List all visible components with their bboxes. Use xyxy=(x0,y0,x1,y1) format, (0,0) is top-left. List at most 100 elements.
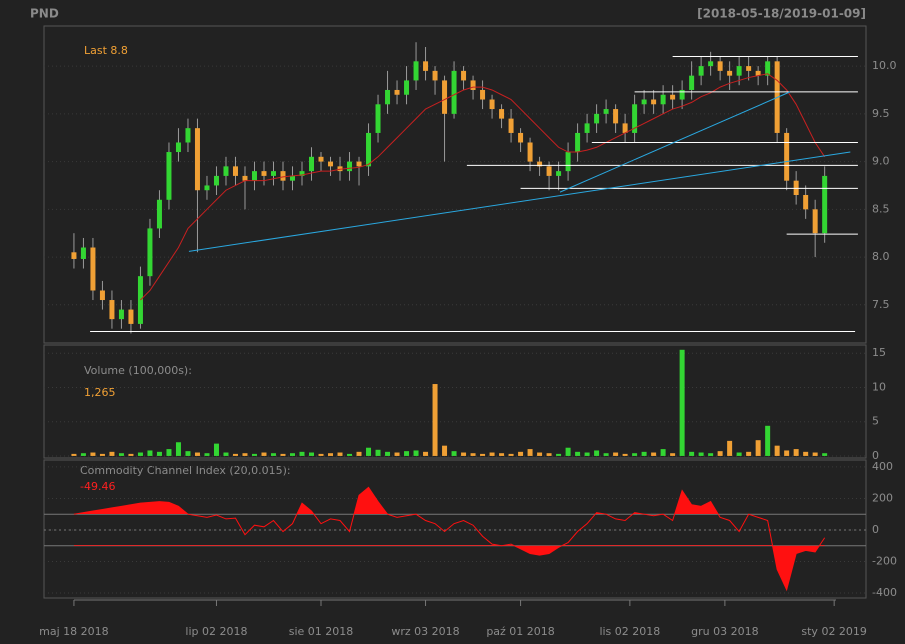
x-tick-label: sie 01 2018 xyxy=(289,625,354,638)
y-tick-label: -200 xyxy=(872,554,897,567)
candle-body xyxy=(261,171,267,176)
volume-bar xyxy=(147,450,153,456)
x-tick-label: sty 02 2019 xyxy=(801,625,867,638)
volume-bar xyxy=(166,449,172,456)
candle-body xyxy=(223,166,229,176)
volume-bar xyxy=(318,453,324,456)
volume-bar xyxy=(518,451,524,456)
volume-bar xyxy=(137,452,143,456)
y-tick-label: 200 xyxy=(872,491,893,504)
candle-body xyxy=(109,300,115,320)
candle-body xyxy=(499,109,505,119)
volume-bar xyxy=(366,447,372,456)
volume-bar xyxy=(128,453,134,456)
volume-bar xyxy=(385,451,391,456)
candle-body xyxy=(622,123,628,133)
x-tick-label: lip 02 2018 xyxy=(185,625,247,638)
candle-body xyxy=(822,175,828,234)
y-tick-label: 5 xyxy=(872,415,879,428)
volume-last: 1,265 xyxy=(84,386,116,399)
volume-bar xyxy=(423,451,429,456)
candle-body xyxy=(613,109,619,124)
candle-body xyxy=(99,290,105,301)
candle-body xyxy=(213,175,219,186)
volume-bar xyxy=(499,453,505,456)
candle-body xyxy=(803,195,809,210)
x-tick-label: wrz 03 2018 xyxy=(391,625,459,638)
candle-body xyxy=(423,61,429,71)
candle-body xyxy=(251,171,257,181)
volume-bar xyxy=(603,453,609,456)
volume-bar xyxy=(270,453,276,456)
candle-body xyxy=(784,132,790,181)
volume-bar xyxy=(71,453,77,456)
candle-body xyxy=(679,89,685,100)
volume-bar xyxy=(223,452,229,456)
volume-bar xyxy=(670,453,676,456)
volume-bar xyxy=(822,453,828,456)
volume-bar xyxy=(717,451,723,456)
candle-body xyxy=(508,118,514,133)
volume-bar xyxy=(337,452,343,456)
candle-body xyxy=(708,61,714,67)
candle-body xyxy=(166,152,172,200)
candle-body xyxy=(194,128,200,191)
candle-body xyxy=(309,156,315,172)
volume-bar xyxy=(175,442,181,456)
volume-bar xyxy=(299,451,305,456)
candle-body xyxy=(584,123,590,133)
volume-bar xyxy=(347,453,353,456)
candle-body xyxy=(90,247,96,291)
volume-bar xyxy=(594,450,600,456)
cci-last: -49.46 xyxy=(80,480,115,493)
candle-body xyxy=(147,228,153,277)
volume-bar xyxy=(404,451,410,456)
candle-body xyxy=(736,66,742,76)
candle-body xyxy=(727,70,733,76)
volume-bar xyxy=(99,453,105,456)
volume-bar xyxy=(784,450,790,456)
volume-bar xyxy=(537,452,543,456)
candle-body xyxy=(765,61,771,76)
volume-bar xyxy=(451,451,457,456)
candle-body xyxy=(480,89,486,100)
volume-bar xyxy=(812,452,818,456)
volume-bar xyxy=(765,425,771,456)
volume-bar xyxy=(461,452,467,456)
candle-body xyxy=(461,70,467,81)
candle-body xyxy=(755,70,761,76)
x-tick-label: maj 18 2018 xyxy=(39,625,109,638)
y-tick-label: 10 xyxy=(872,380,886,393)
y-tick-label: 9.5 xyxy=(872,107,890,120)
volume-bar xyxy=(432,384,438,456)
cci-panel xyxy=(43,459,867,599)
volume-bar xyxy=(80,453,86,456)
date-range: [2018-05-18/2019-01-09] xyxy=(697,7,866,21)
volume-bar xyxy=(651,452,657,456)
candle-body xyxy=(442,80,448,114)
volume-bar xyxy=(90,452,96,456)
candle-body xyxy=(299,171,305,176)
candle-body xyxy=(270,171,276,176)
candle-body xyxy=(670,94,676,100)
candle-body xyxy=(128,309,134,324)
volume-bar xyxy=(689,451,695,456)
volume-bar xyxy=(328,453,334,456)
trend-line xyxy=(559,91,791,193)
volume-bar xyxy=(565,447,571,456)
price-panel xyxy=(43,25,867,344)
volume-bar xyxy=(204,453,210,456)
volume-bar xyxy=(442,445,448,456)
candle-body xyxy=(366,132,372,167)
candle-body xyxy=(328,161,334,167)
candle-body xyxy=(413,61,419,81)
y-tick-label: 10.0 xyxy=(872,59,897,72)
volume-bar xyxy=(213,443,219,456)
volume-bar xyxy=(242,453,248,456)
volume-bar xyxy=(613,452,619,456)
candle-body xyxy=(432,70,438,81)
candle-body xyxy=(527,142,533,162)
volume-bar xyxy=(727,440,733,456)
volume-bar xyxy=(508,453,514,456)
